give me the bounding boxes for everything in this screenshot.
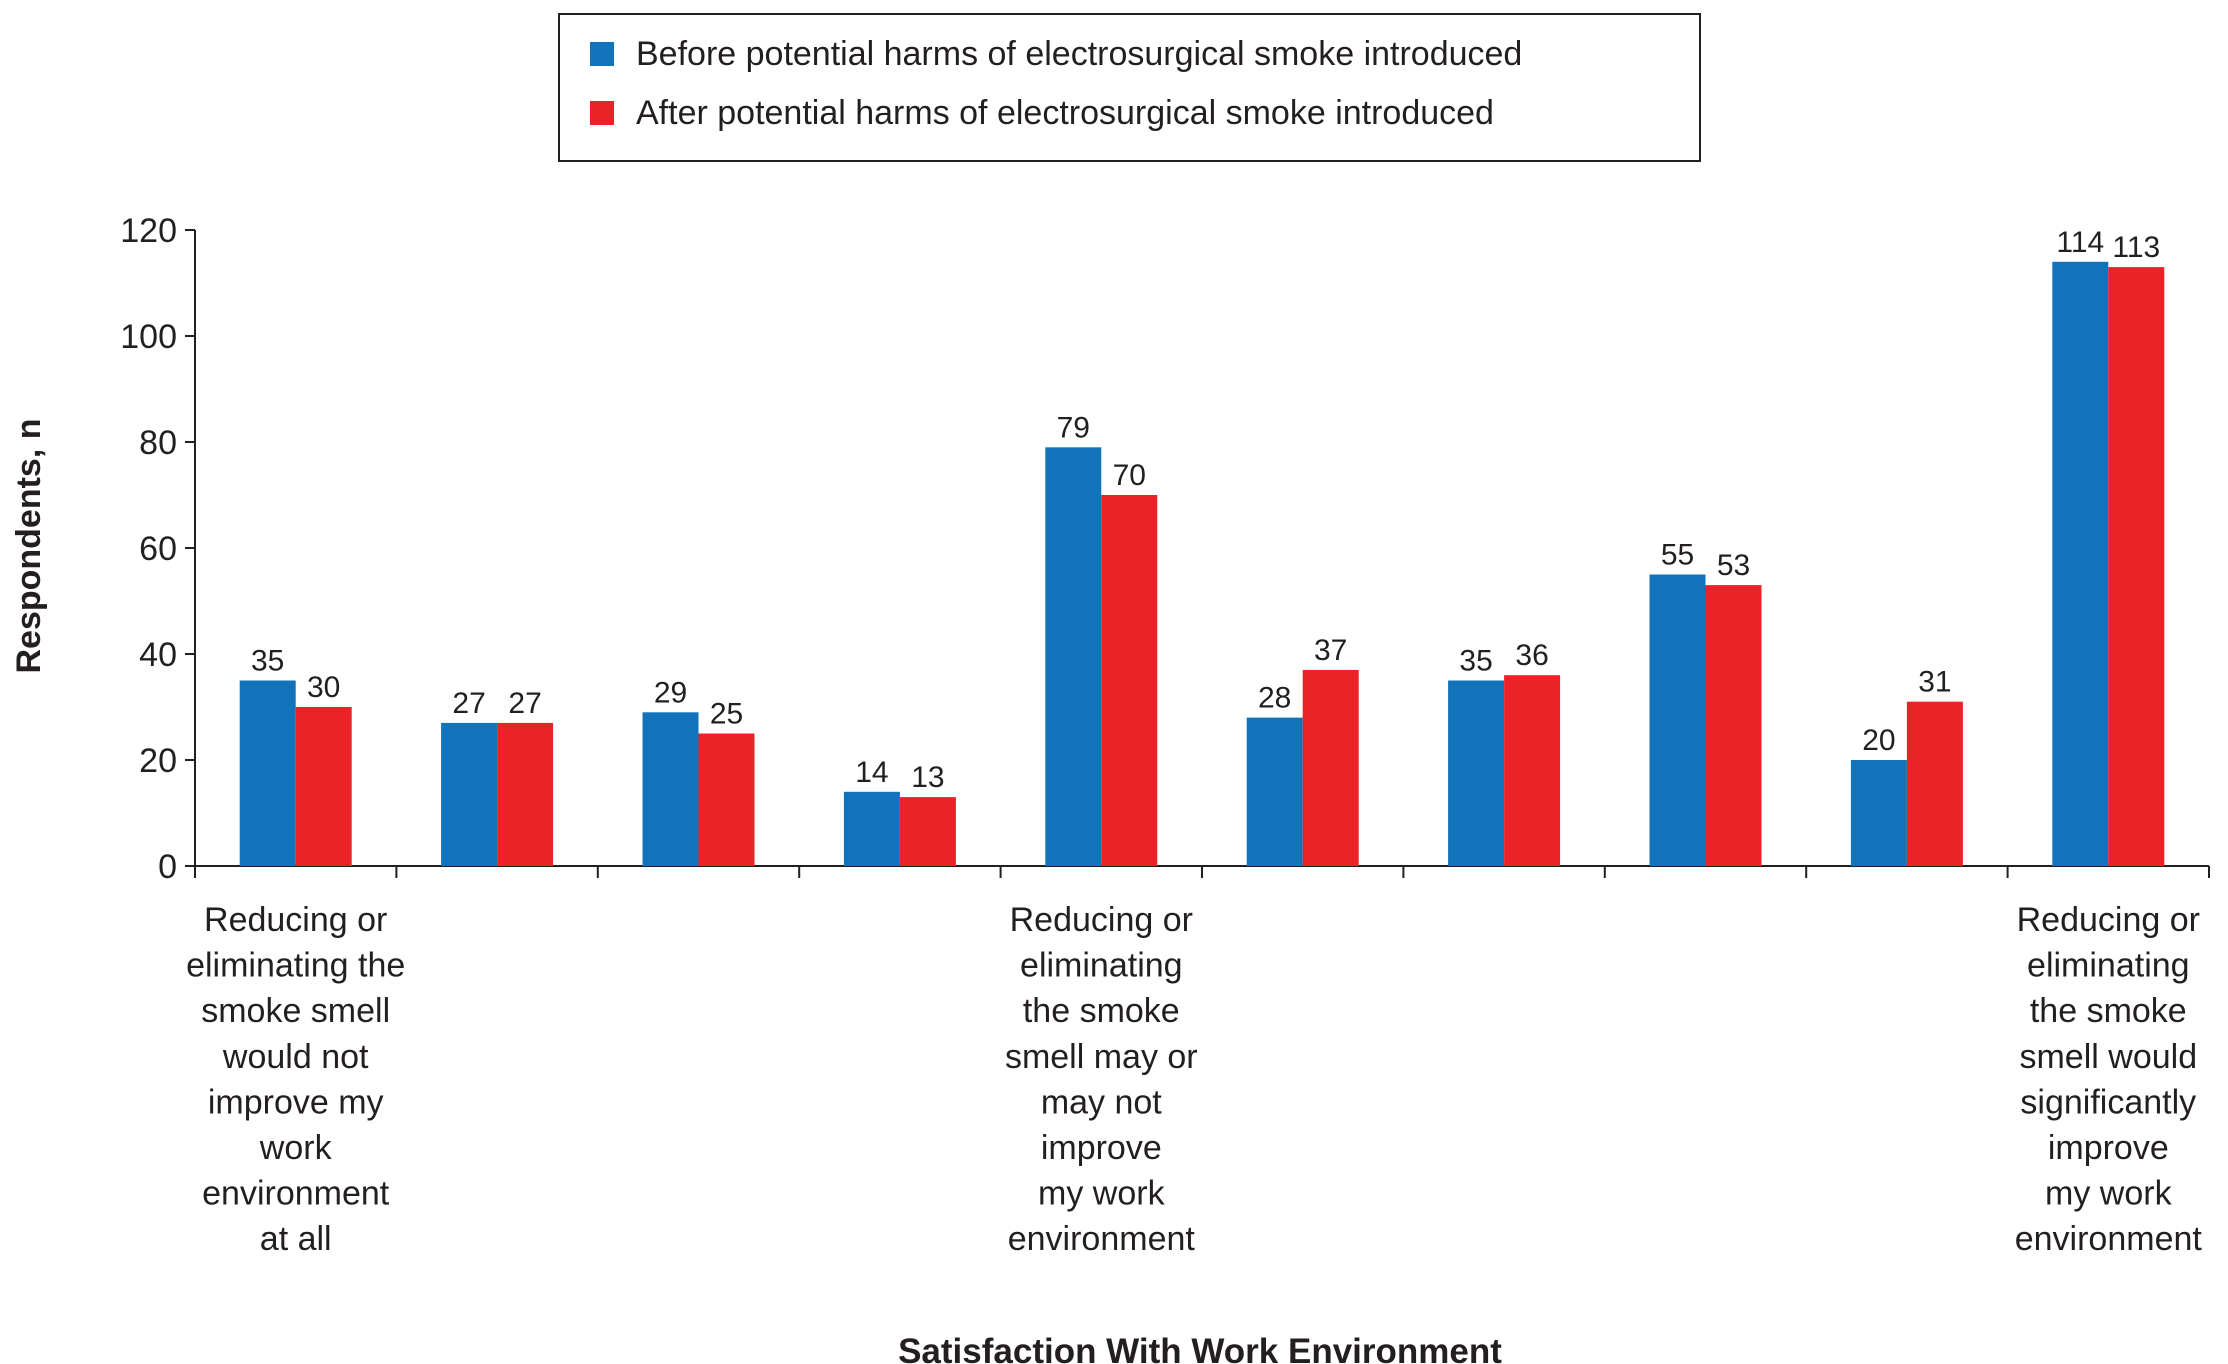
bar-after [1705,585,1762,866]
bar-after [2108,267,2165,867]
bar-after [899,797,956,866]
x-category-label: smell may or [1005,1038,1198,1076]
y-tick-label: 40 [139,636,177,674]
x-category-label: improve my [208,1083,384,1121]
legend: Before potential harms of electrosurgica… [558,13,1701,162]
bar-after [1906,701,1963,866]
bar-before [1850,760,1907,866]
x-category-label: eliminating [1020,947,1183,985]
data-label: 113 [2112,231,2160,264]
data-label: 30 [307,671,340,704]
bar-before [1649,574,1706,866]
legend-swatch-before [590,42,614,66]
x-category-label: eliminating [2027,947,2190,985]
x-category-label: the smoke [2030,992,2187,1030]
x-category-label: may not [1041,1083,1162,1121]
x-axis-title: Satisfaction With Work Environment [898,1332,1502,1364]
bar-after [1101,495,1158,866]
x-category-label: Reducing or [204,901,387,939]
x-category-label: eliminating the [186,947,405,985]
y-axis-title: Respondents, n [10,418,48,673]
bar-after [497,722,554,866]
x-category-label: the smoke [1023,992,1180,1030]
legend-swatch-after [590,101,614,125]
bar-before [239,680,296,866]
data-label: 31 [1918,666,1951,699]
data-label: 29 [654,676,687,709]
x-category-label: Reducing or [1010,901,1193,939]
bar-before [843,791,900,866]
y-tick-label: 20 [139,742,177,780]
x-category-label: would not [222,1038,369,1076]
x-category-label: improve [1041,1129,1162,1167]
data-label: 114 [2056,226,2104,259]
bar-after [1302,669,1359,866]
bar-after [698,733,755,866]
x-category-label: Reducing or [2017,901,2200,939]
x-category-label: improve [2048,1129,2169,1167]
y-tick-label: 100 [120,318,177,356]
y-tick-label: 60 [139,530,177,568]
legend-label-after: After potential harms of electrosurgical… [636,94,1494,132]
x-category-label: at all [260,1220,332,1258]
data-label: 79 [1057,411,1090,444]
bar-before [441,722,498,866]
data-label: 55 [1661,539,1694,572]
data-label: 27 [508,687,541,720]
x-category-label: environment [2015,1220,2203,1258]
data-label: 20 [1862,724,1895,757]
data-label: 36 [1515,639,1548,672]
bar-before [1246,717,1303,866]
x-category-label: my work [1038,1175,1166,1213]
data-label: 13 [911,761,944,794]
bar-before [1045,447,1102,866]
bar-before [1448,680,1505,866]
data-label: 27 [452,687,485,720]
x-category-label: smoke smell [201,992,390,1030]
data-label: 37 [1314,634,1347,667]
plot-area: 0 20 40 60 80 100 120 35 30 Reducing or eliminatin… [120,212,2210,1258]
data-label: 70 [1113,459,1146,492]
x-category-label: work [259,1129,333,1167]
legend-label-before: Before potential harms of electrosurgica… [636,35,1522,73]
x-category-label: my work [2045,1175,2173,1213]
x-category-label: environment [202,1175,390,1213]
data-label: 28 [1258,682,1291,715]
data-label: 35 [1459,645,1492,678]
data-label: 25 [710,698,743,731]
y-tick-label: 0 [158,848,177,886]
bar-after [1504,675,1561,866]
data-label: 35 [251,645,284,678]
x-category-label: smell would [2019,1038,2197,1076]
bar-before [642,712,699,866]
data-label: 14 [855,756,888,789]
bar-after [295,707,352,866]
y-tick-label: 80 [139,424,177,462]
data-label: 53 [1717,549,1750,582]
legend-box [558,13,1701,162]
x-category-label: environment [1008,1220,1196,1258]
x-category-label: significantly [2020,1083,2196,1121]
y-tick-label: 120 [120,212,177,250]
bar-before [2052,261,2109,866]
